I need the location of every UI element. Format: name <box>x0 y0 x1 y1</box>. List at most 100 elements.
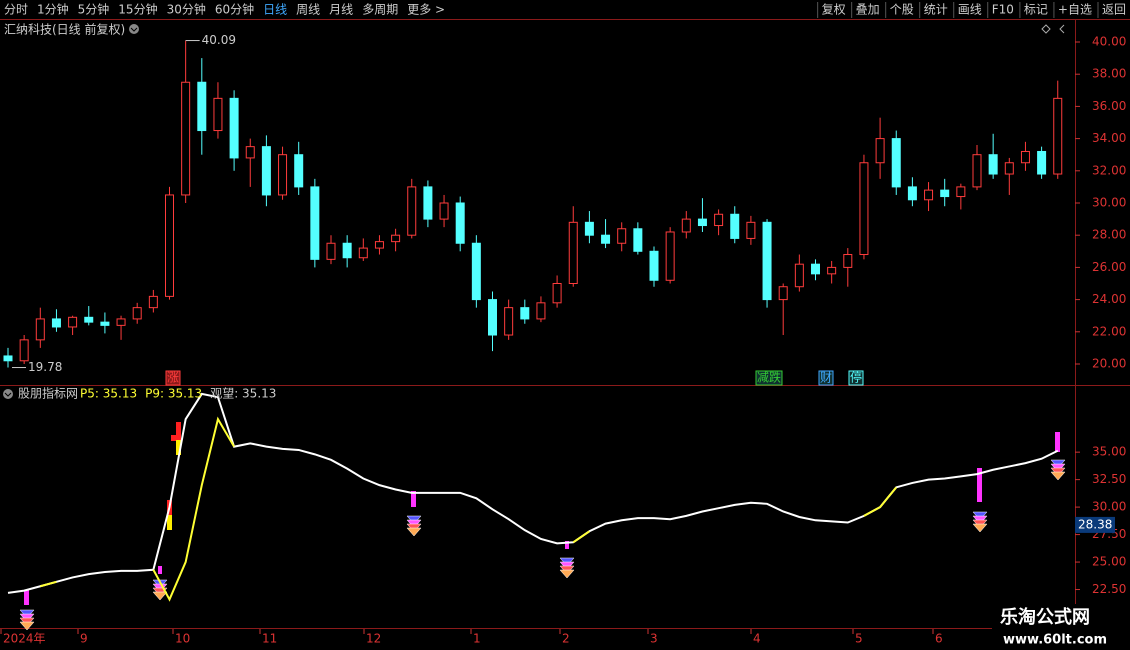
candle-body <box>907 186 917 201</box>
candle-body <box>100 321 110 326</box>
title-icon[interactable] <box>129 24 139 34</box>
candle-body <box>407 186 417 236</box>
candle-body <box>1053 97 1063 175</box>
toolbar-tab[interactable]: 30分钟 <box>167 2 206 17</box>
toolbar-tab[interactable]: 60分钟 <box>215 2 254 17</box>
toolbar-button[interactable]: 返回 <box>1102 3 1126 17</box>
candle-body <box>68 316 78 328</box>
candle-body <box>423 186 433 220</box>
indicator-icon[interactable] <box>3 389 13 399</box>
candle-body <box>617 228 627 244</box>
candle-body <box>342 242 352 259</box>
toolbar-button[interactable]: 个股 <box>890 3 914 17</box>
candle-body <box>536 302 546 320</box>
candle-body <box>439 202 449 220</box>
candle-body <box>116 318 126 326</box>
event-marker-bg <box>755 370 783 386</box>
time-label: 10 <box>175 632 190 646</box>
signal-icon <box>1050 471 1066 481</box>
candle-body <box>84 316 94 323</box>
candle-body <box>552 283 562 304</box>
toolbar-button[interactable]: 统计 <box>924 3 948 17</box>
time-label: 11 <box>262 632 277 646</box>
cursor-label: 28.38 <box>1078 517 1112 531</box>
candle-body <box>875 138 885 164</box>
toolbar-tab[interactable]: 周线 <box>296 3 320 17</box>
toolbar-tab[interactable]: 月线 <box>329 3 353 17</box>
event-marker-bg <box>165 370 181 386</box>
y-tick-label: 34.00 <box>1092 131 1126 145</box>
event-marker[interactable]: 涨 <box>167 370 179 385</box>
y-tick-label: 30.00 <box>1092 500 1126 514</box>
candle-body <box>488 299 497 336</box>
signal-icon <box>406 527 422 537</box>
toolbar-tab[interactable]: 15分钟 <box>118 2 157 17</box>
legend-entry: 观望: 35.13 <box>210 387 276 401</box>
candle-body <box>633 228 643 252</box>
toolbar-button[interactable]: 复权 <box>822 3 846 17</box>
y-tick-label: 25.00 <box>1092 555 1126 569</box>
signal-icon <box>152 591 168 601</box>
signal-bar <box>167 515 172 530</box>
watermark-name: 乐淘公式网 <box>1000 606 1090 628</box>
y-tick-label: 28.00 <box>1092 228 1126 242</box>
candle-body <box>843 254 853 268</box>
candle-body <box>746 221 756 239</box>
candle-body <box>827 266 837 275</box>
candle-body <box>261 146 271 196</box>
signal-bar <box>176 440 181 455</box>
event-marker-bg <box>818 370 834 386</box>
candle-body <box>1004 162 1014 175</box>
signal-bar <box>1055 432 1060 452</box>
toolbar-button[interactable]: 画线 <box>958 3 982 17</box>
candle-body <box>1020 150 1030 164</box>
y-tick-label: 40.00 <box>1092 35 1126 49</box>
toolbar-tab[interactable]: 1分钟 <box>37 2 69 17</box>
candle-body <box>956 186 966 198</box>
candle-body <box>665 231 675 281</box>
candle-body <box>1037 150 1047 175</box>
candle-body <box>294 154 304 188</box>
toolbar-button[interactable]: +自选 <box>1058 3 1092 17</box>
time-label: 12 <box>366 632 381 646</box>
time-label: 6 <box>935 632 943 646</box>
candle-body <box>940 189 950 198</box>
toolbar-tab[interactable]: 分时 <box>4 3 28 17</box>
signal-icon <box>19 621 35 631</box>
event-marker[interactable]: 减跌 <box>757 370 781 385</box>
toolbar-tab[interactable]: 日线 <box>263 3 287 17</box>
signal-icon <box>559 569 575 579</box>
candle-body <box>229 97 239 159</box>
candle-body <box>924 189 934 201</box>
signal-bar <box>158 566 162 574</box>
toolbar-tab[interactable]: 更多 > <box>407 3 445 17</box>
toolbar-tab[interactable]: 5分钟 <box>78 2 110 17</box>
annotation-label: 40.09 <box>202 33 236 47</box>
candle-body <box>584 221 594 236</box>
candle-body <box>391 234 401 243</box>
y-tick-label: 32.50 <box>1092 472 1126 486</box>
toolbar-button[interactable]: 标记 <box>1024 3 1048 17</box>
time-label: 9 <box>80 632 88 646</box>
candle-body <box>213 97 223 132</box>
toolbar-button[interactable]: F10 <box>992 3 1014 17</box>
candle-body <box>714 213 724 227</box>
title-icon-arrow <box>130 27 138 32</box>
y-tick-label: 26.00 <box>1092 260 1126 274</box>
candle-body <box>649 250 659 281</box>
indicator-icon-arrow <box>4 392 12 397</box>
panel-icons[interactable] <box>1041 24 1065 34</box>
toolbar-button[interactable]: 叠加 <box>856 3 880 17</box>
event-marker[interactable]: 停 <box>850 370 862 385</box>
candle-body <box>310 186 320 260</box>
event-marker-bg <box>848 370 864 386</box>
toolbar-tab[interactable]: 多周期 <box>362 3 398 17</box>
legend-entry: P9: 35.13 <box>145 387 202 401</box>
time-label: 2024年 <box>3 632 46 646</box>
y-tick-label: 30.00 <box>1092 196 1126 210</box>
candle-body <box>278 154 288 196</box>
event-marker[interactable]: 财 <box>820 371 832 385</box>
candle-body <box>972 154 982 188</box>
candle-body <box>35 318 45 341</box>
